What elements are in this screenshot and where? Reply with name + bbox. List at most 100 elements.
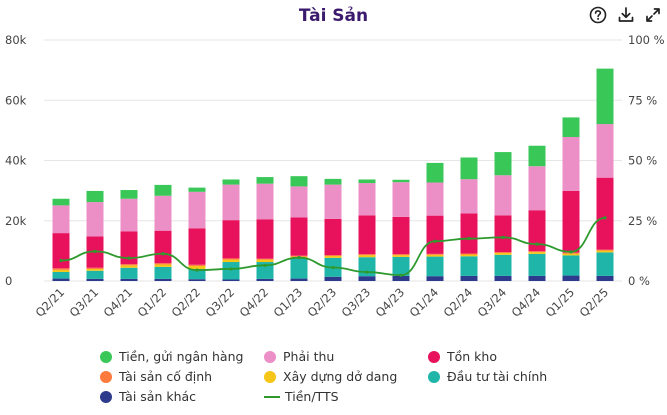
bar-segment[interactable] [52, 205, 70, 234]
bar-segment[interactable] [188, 187, 206, 192]
bar-segment[interactable] [528, 251, 546, 253]
bar-stack-Q3/23[interactable] [358, 179, 376, 281]
bar-segment[interactable] [460, 256, 478, 276]
bar-segment[interactable] [120, 278, 138, 281]
bar-segment[interactable] [256, 183, 274, 220]
bar-segment[interactable] [494, 215, 512, 253]
ratio-point[interactable] [365, 270, 369, 274]
bar-segment[interactable] [562, 253, 580, 256]
bar-segment[interactable] [188, 265, 206, 269]
ratio-point[interactable] [433, 239, 437, 243]
bar-stack-Q3/21[interactable] [86, 190, 104, 281]
bar-segment[interactable] [222, 259, 240, 263]
bar-segment[interactable] [86, 270, 104, 279]
bar-segment[interactable] [460, 213, 478, 254]
bar-segment[interactable] [358, 215, 376, 255]
bar-segment[interactable] [222, 262, 240, 280]
bar-segment[interactable] [562, 275, 580, 281]
bar-segment[interactable] [188, 264, 206, 266]
bar-segment[interactable] [562, 137, 580, 191]
bar-segment[interactable] [596, 252, 614, 276]
bar-segment[interactable] [596, 68, 614, 125]
ratio-point[interactable] [603, 216, 607, 220]
bar-segment[interactable] [120, 267, 138, 279]
ratio-point[interactable] [399, 273, 403, 277]
bar-stack-Q1/23[interactable] [290, 176, 308, 281]
bar-segment[interactable] [154, 184, 172, 196]
bar-segment[interactable] [188, 228, 206, 265]
bar-stack-Q4/21[interactable] [120, 190, 138, 281]
bar-stack-Q1/24[interactable] [426, 162, 444, 281]
bar-stack-Q2/23[interactable] [324, 178, 342, 281]
bar-segment[interactable] [52, 268, 70, 270]
ratio-point[interactable] [127, 256, 131, 260]
bar-segment[interactable] [528, 145, 546, 167]
bar-segment[interactable] [358, 254, 376, 256]
bar-segment[interactable] [528, 253, 546, 276]
bar-segment[interactable] [562, 117, 580, 138]
bar-segment[interactable] [52, 271, 70, 279]
bar-stack-Q3/24[interactable] [494, 152, 512, 281]
bar-segment[interactable] [392, 256, 410, 276]
bar-stack-Q2/21[interactable] [52, 198, 70, 281]
bar-segment[interactable] [86, 278, 104, 281]
bar-segment[interactable] [154, 278, 172, 281]
bar-segment[interactable] [290, 176, 308, 187]
ratio-point[interactable] [263, 263, 267, 267]
bar-stack-Q1/25[interactable] [562, 117, 580, 281]
bar-segment[interactable] [154, 266, 172, 279]
bar-segment[interactable] [494, 254, 512, 276]
bar-segment[interactable] [324, 255, 342, 258]
ratio-point[interactable] [59, 258, 63, 263]
bar-segment[interactable] [120, 198, 138, 232]
bar-segment[interactable] [120, 231, 138, 265]
bar-segment[interactable] [52, 278, 70, 281]
bar-segment[interactable] [120, 190, 138, 199]
bar-segment[interactable] [256, 278, 274, 281]
bar-segment[interactable] [188, 268, 206, 280]
download-icon[interactable] [615, 4, 637, 26]
bar-segment[interactable] [596, 250, 614, 253]
bar-segment[interactable] [528, 252, 546, 254]
bar-stack-Q2/22[interactable] [188, 187, 206, 281]
bar-segment[interactable] [188, 279, 206, 281]
bar-segment[interactable] [426, 276, 444, 281]
bar-segment[interactable] [392, 216, 410, 255]
bar-segment[interactable] [426, 254, 444, 257]
bar-segment[interactable] [324, 184, 342, 219]
ratio-point[interactable] [569, 250, 573, 254]
bar-stack-Q4/24[interactable] [528, 145, 546, 281]
bar-segment[interactable] [154, 195, 172, 231]
bar-stack-Q2/24[interactable] [460, 157, 478, 281]
bar-segment[interactable] [494, 175, 512, 216]
bar-segment[interactable] [460, 254, 478, 257]
bar-stack-Q2/25[interactable] [596, 68, 614, 281]
ratio-point[interactable] [501, 235, 505, 239]
bar-segment[interactable] [358, 255, 376, 258]
bar-segment[interactable] [290, 217, 308, 256]
bar-segment[interactable] [426, 253, 444, 255]
bar-segment[interactable] [222, 184, 240, 221]
bar-segment[interactable] [324, 276, 342, 281]
ratio-point[interactable] [229, 267, 233, 271]
bar-segment[interactable] [358, 276, 376, 281]
legend-item[interactable]: Xây dựng dở dang [264, 368, 428, 385]
bar-segment[interactable] [290, 258, 308, 279]
bar-segment[interactable] [86, 202, 104, 237]
bar-segment[interactable] [86, 268, 104, 271]
expand-icon[interactable] [642, 4, 664, 26]
ratio-point[interactable] [195, 268, 199, 272]
bar-segment[interactable] [426, 215, 444, 254]
bar-segment[interactable] [392, 254, 410, 256]
bar-segment[interactable] [562, 255, 580, 276]
bar-segment[interactable] [256, 219, 274, 259]
legend-item[interactable]: Đầu tư tài chính [428, 368, 580, 385]
bar-stack-Q4/23[interactable] [392, 179, 410, 281]
bar-segment[interactable] [528, 210, 546, 252]
bar-segment[interactable] [528, 275, 546, 281]
legend-item[interactable]: Tài sản khác [100, 388, 264, 405]
bar-segment[interactable] [52, 269, 70, 272]
bar-segment[interactable] [120, 265, 138, 268]
bar-stack-Q3/22[interactable] [222, 179, 240, 281]
bar-segment[interactable] [120, 264, 138, 266]
